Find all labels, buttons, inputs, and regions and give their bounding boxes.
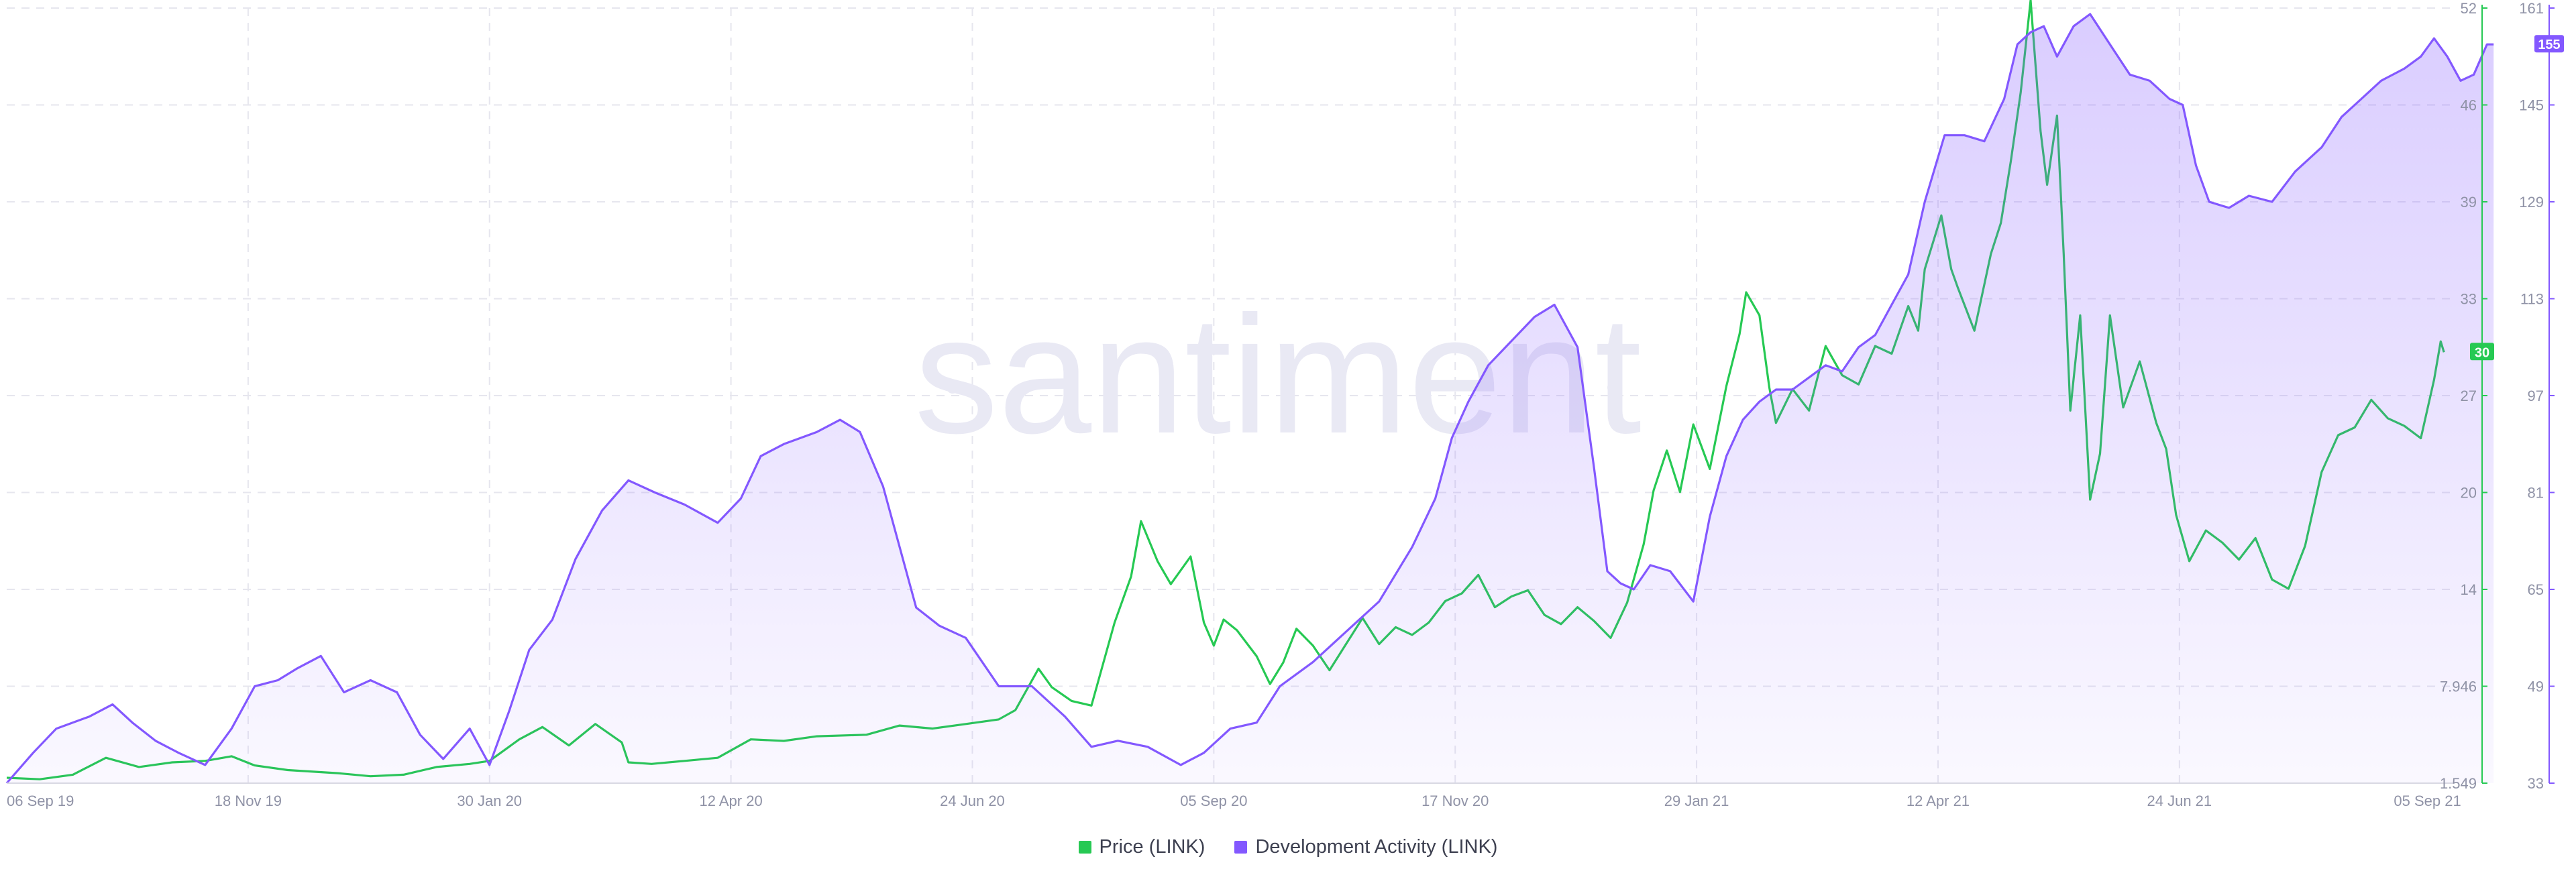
- x-tick-label: 24 Jun 21: [2147, 793, 2212, 809]
- legend-label-dev-activity: Development Activity (LINK): [1255, 835, 1498, 858]
- dev-axis-label: 49: [2528, 679, 2544, 695]
- x-tick-label: 17 Nov 20: [1421, 793, 1489, 809]
- x-tick-label: 12 Apr 20: [700, 793, 763, 809]
- x-tick-label: 06 Sep 19: [7, 793, 74, 809]
- price-legend-swatch: [1078, 840, 1091, 854]
- current-dev-badge: [2534, 35, 2564, 53]
- price-axis-label: 46: [2461, 97, 2477, 114]
- x-tick-label: 30 Jan 20: [457, 793, 522, 809]
- price-axis-label: 27: [2461, 388, 2477, 404]
- dev-axis-label: 81: [2528, 485, 2544, 502]
- current-price-badge: [2470, 343, 2494, 361]
- dev-axis-label: 33: [2528, 775, 2544, 792]
- dev-axis-label: 145: [2519, 97, 2544, 114]
- x-tick-label: 05 Sep 20: [1180, 793, 1247, 809]
- legend-item-price[interactable]: Price (LINK): [1078, 835, 1205, 858]
- x-tick-label: 18 Nov 19: [215, 793, 282, 809]
- price-axis-label: 14: [2461, 581, 2477, 598]
- price-axis-label: 39: [2461, 194, 2477, 211]
- price-axis-label: 1.549: [2440, 775, 2477, 792]
- dev-axis-label: 65: [2528, 581, 2544, 598]
- dev-axis-label: 97: [2528, 388, 2544, 404]
- dev-activity-legend-swatch: [1234, 840, 1248, 854]
- current-price-label: 30: [2475, 345, 2489, 360]
- x-tick-label: 12 Apr 21: [1907, 793, 1970, 809]
- dev-axis-label: 129: [2519, 194, 2544, 211]
- price-axis-label: 33: [2461, 291, 2477, 308]
- dev-activity-line: [5, 13, 2494, 784]
- price-axis-label: 7.946: [2440, 679, 2477, 695]
- dev-axis-label: 113: [2520, 291, 2544, 308]
- legend-item-dev-activity[interactable]: Development Activity (LINK): [1234, 836, 1497, 858]
- dev-activity-area: [7, 14, 2494, 783]
- watermark-dot-left: [947, 382, 959, 394]
- x-tick-label: 29 Jan 21: [1664, 793, 1729, 809]
- price-axis-label: 20: [2461, 485, 2477, 502]
- current-dev-label: 155: [2538, 38, 2560, 52]
- price-axis-label: 52: [2461, 0, 2477, 17]
- legend: Price (LINK) Development Activity (LINK): [0, 830, 2576, 864]
- x-tick-label: 24 Jun 20: [940, 793, 1005, 809]
- dev-axis-label: 161: [2519, 0, 2544, 17]
- x-tick-label: 05 Sep 21: [2394, 793, 2461, 809]
- watermark-dot-right: [1607, 382, 1619, 394]
- legend-label-price: Price (LINK): [1099, 835, 1205, 858]
